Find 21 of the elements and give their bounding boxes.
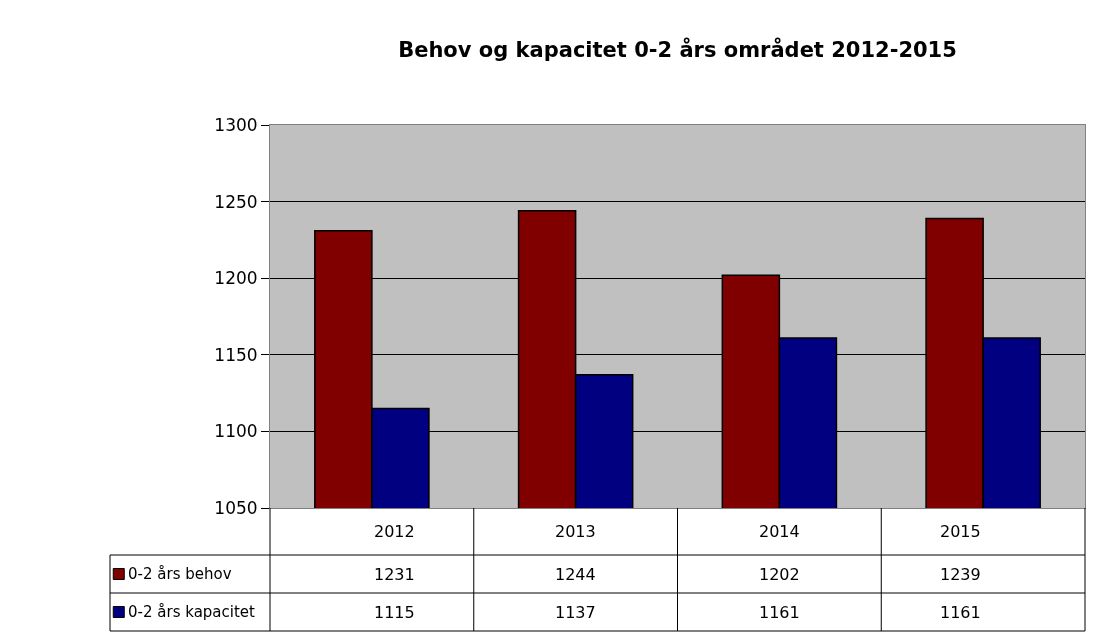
y-tick-label: 1250	[214, 191, 258, 212]
chart-title: Behov og kapacitet 0-2 års området 2012-2015	[398, 37, 957, 63]
data-label: 1231	[374, 565, 415, 584]
legend-label: 0-2 års kapacitet	[128, 603, 256, 621]
data-label: 1244	[555, 565, 596, 584]
y-tick-label: 1050	[214, 497, 258, 518]
data-label: 1202	[759, 565, 800, 584]
x-tick-label: 2014	[759, 522, 800, 541]
y-tick-label: 1200	[214, 268, 258, 289]
y-tick-label: 1150	[214, 344, 258, 365]
data-label: 1161	[940, 603, 981, 622]
y-tick-label: 1300	[214, 114, 258, 135]
data-label: 1115	[374, 603, 415, 622]
data-label: 1161	[759, 603, 800, 622]
y-tick-label: 1100	[214, 421, 258, 442]
x-tick-label: 2015	[940, 522, 981, 541]
data-label: 1239	[940, 565, 981, 584]
x-tick-label: 2013	[555, 522, 596, 541]
x-tick-label: 2012	[374, 522, 415, 541]
legend-label: 0-2 års behov	[128, 565, 232, 583]
data-label: 1137	[555, 603, 596, 622]
